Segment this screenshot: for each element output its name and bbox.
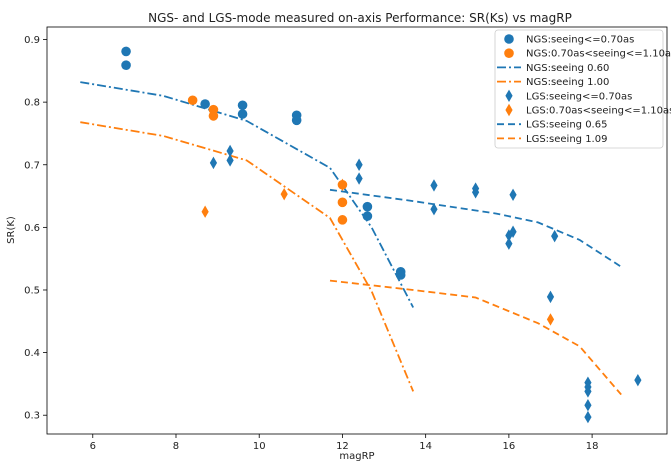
y-tick-label: 0.7 xyxy=(24,160,40,171)
series-line-6 xyxy=(329,188,622,268)
y-tick-label: 0.3 xyxy=(24,411,40,422)
x-tick-label: 12 xyxy=(336,441,349,452)
data-point-circle xyxy=(337,197,348,208)
data-point-diamond xyxy=(634,373,642,387)
data-point-diamond xyxy=(209,156,218,170)
data-point-diamond xyxy=(509,188,517,202)
data-point-diamond xyxy=(471,186,480,199)
legend-entry-label: LGS:0.70as<seeing<=1.10as xyxy=(526,106,671,117)
legend-entry-label: LGS:seeing<=0.70as xyxy=(526,91,632,102)
chart-title: NGS- and LGS-mode measured on-axis Perfo… xyxy=(148,11,572,25)
data-point-diamond xyxy=(280,187,288,201)
data-point-diamond xyxy=(505,237,513,250)
plot-area xyxy=(46,26,668,435)
data-point-circle xyxy=(237,100,248,111)
data-point-diamond xyxy=(226,144,234,158)
legend-box xyxy=(494,29,664,149)
data-point-diamond xyxy=(355,172,363,185)
series-line-3 xyxy=(80,121,415,392)
series-line-7 xyxy=(329,279,622,396)
data-point-diamond xyxy=(584,385,592,398)
data-point-diamond xyxy=(201,205,209,218)
x-tick-label: 16 xyxy=(503,441,516,452)
axes-frame xyxy=(46,26,668,435)
legend-entry-label: NGS:seeing 1.00 xyxy=(526,77,609,88)
legend-diamond-handle xyxy=(505,89,513,102)
data-point-diamond xyxy=(584,398,592,412)
data-point-circle xyxy=(362,201,373,212)
data-point-diamond xyxy=(430,203,438,216)
legend-entry-label: NGS:seeing 0.60 xyxy=(526,63,609,74)
data-point-diamond xyxy=(355,158,363,171)
legend-entry-label: LGS:seeing 1.09 xyxy=(526,134,607,145)
data-point-diamond xyxy=(338,178,347,191)
x-tick-label: 10 xyxy=(253,441,266,452)
y-tick-label: 0.6 xyxy=(24,223,40,234)
data-point-diamond xyxy=(226,154,234,167)
y-axis-label: SR(K) xyxy=(6,216,17,244)
legend-circle-handle xyxy=(504,34,514,44)
data-point-circle xyxy=(237,109,248,119)
data-point-diamond xyxy=(584,410,592,424)
legend-circle-handle xyxy=(504,48,514,58)
data-point-diamond xyxy=(551,229,559,243)
y-tick-label: 0.8 xyxy=(24,98,40,109)
legend-entry-label: LGS:seeing 0.65 xyxy=(526,120,607,131)
legend-diamond-handle xyxy=(505,103,513,117)
y-tick-label: 0.5 xyxy=(24,285,40,296)
data-point-circle xyxy=(337,215,348,225)
data-point-circle xyxy=(187,95,198,106)
data-point-diamond xyxy=(430,179,438,192)
data-point-circle xyxy=(362,211,373,221)
data-point-diamond xyxy=(546,290,555,304)
y-tick-label: 0.9 xyxy=(24,35,40,46)
legend: NGS:seeing<=0.70as NGS:0.70as<seeing<=1.1… xyxy=(494,29,671,149)
y-axis-ticks: 0.3 0.4 0.5 0.6 0.7 0.8 0.9 xyxy=(24,35,47,422)
data-point-circle xyxy=(208,111,219,121)
data-point-circle xyxy=(291,115,302,126)
series-points xyxy=(121,46,642,424)
data-point-circle xyxy=(395,270,406,280)
data-point-diamond xyxy=(505,229,513,242)
legend-entry-label: NGS:seeing<=0.70as xyxy=(526,35,634,46)
data-point-circle xyxy=(121,46,131,57)
x-tick-label: 18 xyxy=(586,441,599,452)
series-lines xyxy=(80,81,622,396)
data-point-circle xyxy=(121,60,131,70)
data-point-diamond xyxy=(509,225,517,238)
series-line-2 xyxy=(80,81,414,308)
x-tick-label: 8 xyxy=(173,441,179,452)
legend-entry-label: NGS:0.70as<seeing<=1.10as xyxy=(526,49,671,60)
y-tick-label: 0.4 xyxy=(24,348,40,359)
x-axis-label: magRP xyxy=(339,451,374,461)
data-point-diamond xyxy=(546,313,555,326)
x-axis-ticks: 6 8 10 12 14 16 18 xyxy=(90,434,599,452)
x-tick-label: 6 xyxy=(90,441,96,452)
data-point-circle xyxy=(200,99,210,109)
x-tick-label: 14 xyxy=(419,441,432,452)
